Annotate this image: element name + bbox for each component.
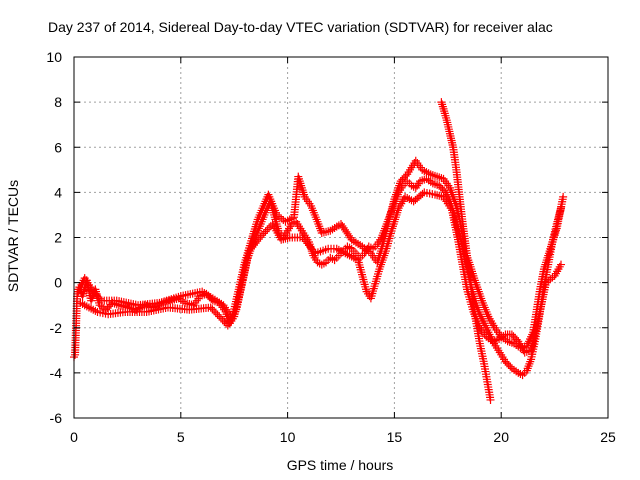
series-lower-band <box>76 188 566 357</box>
data-point <box>559 192 568 201</box>
data-point <box>256 233 265 242</box>
data-point <box>90 289 99 298</box>
data-point <box>220 317 229 326</box>
y-axis-label: SDTVAR / TECUs <box>5 180 21 292</box>
x-tick-label: 15 <box>387 429 403 445</box>
data-point <box>218 316 227 325</box>
y-tick-label: 2 <box>54 230 62 246</box>
x-tick-label: 20 <box>493 429 509 445</box>
y-tick-label: 8 <box>54 94 62 110</box>
x-tick-label: 10 <box>280 429 296 445</box>
data-point <box>211 308 220 317</box>
y-tick-label: 6 <box>54 139 62 155</box>
data-point <box>94 293 103 302</box>
y-tick-label: -6 <box>50 410 63 426</box>
data-point <box>208 305 217 314</box>
data-point <box>213 310 222 319</box>
data-point <box>259 229 268 238</box>
x-tick-label: 0 <box>70 429 78 445</box>
x-tick-label: 5 <box>177 429 185 445</box>
data-point <box>210 307 219 316</box>
data-point <box>265 223 274 232</box>
axis-ticks: 0 5 10 15 20 25 -6 -4 -2 0 2 4 6 8 10 <box>46 49 616 445</box>
data-point <box>92 291 101 300</box>
chart-title: Day 237 of 2014, Sidereal Day-to-day VTE… <box>48 19 553 35</box>
data-point <box>261 227 270 236</box>
y-tick-label: 10 <box>46 49 62 65</box>
series-steep-branch <box>437 98 495 404</box>
data-point <box>257 231 266 240</box>
data-point <box>89 287 98 296</box>
x-tick-label: 25 <box>600 429 616 445</box>
data-point <box>309 247 318 256</box>
data-point <box>206 303 215 312</box>
y-tick-label: 4 <box>54 184 62 200</box>
data-point <box>346 233 355 242</box>
data-points <box>70 98 568 404</box>
y-tick-label: -4 <box>50 365 63 381</box>
y-tick-label: 0 <box>54 275 62 291</box>
x-axis-label: GPS time / hours <box>287 457 394 473</box>
data-point <box>557 260 566 269</box>
data-point <box>263 225 272 234</box>
data-point <box>486 395 495 404</box>
data-point <box>418 189 427 198</box>
data-point <box>96 294 105 303</box>
data-point <box>215 312 224 321</box>
y-tick-label: -2 <box>50 320 63 336</box>
data-point <box>216 314 225 323</box>
